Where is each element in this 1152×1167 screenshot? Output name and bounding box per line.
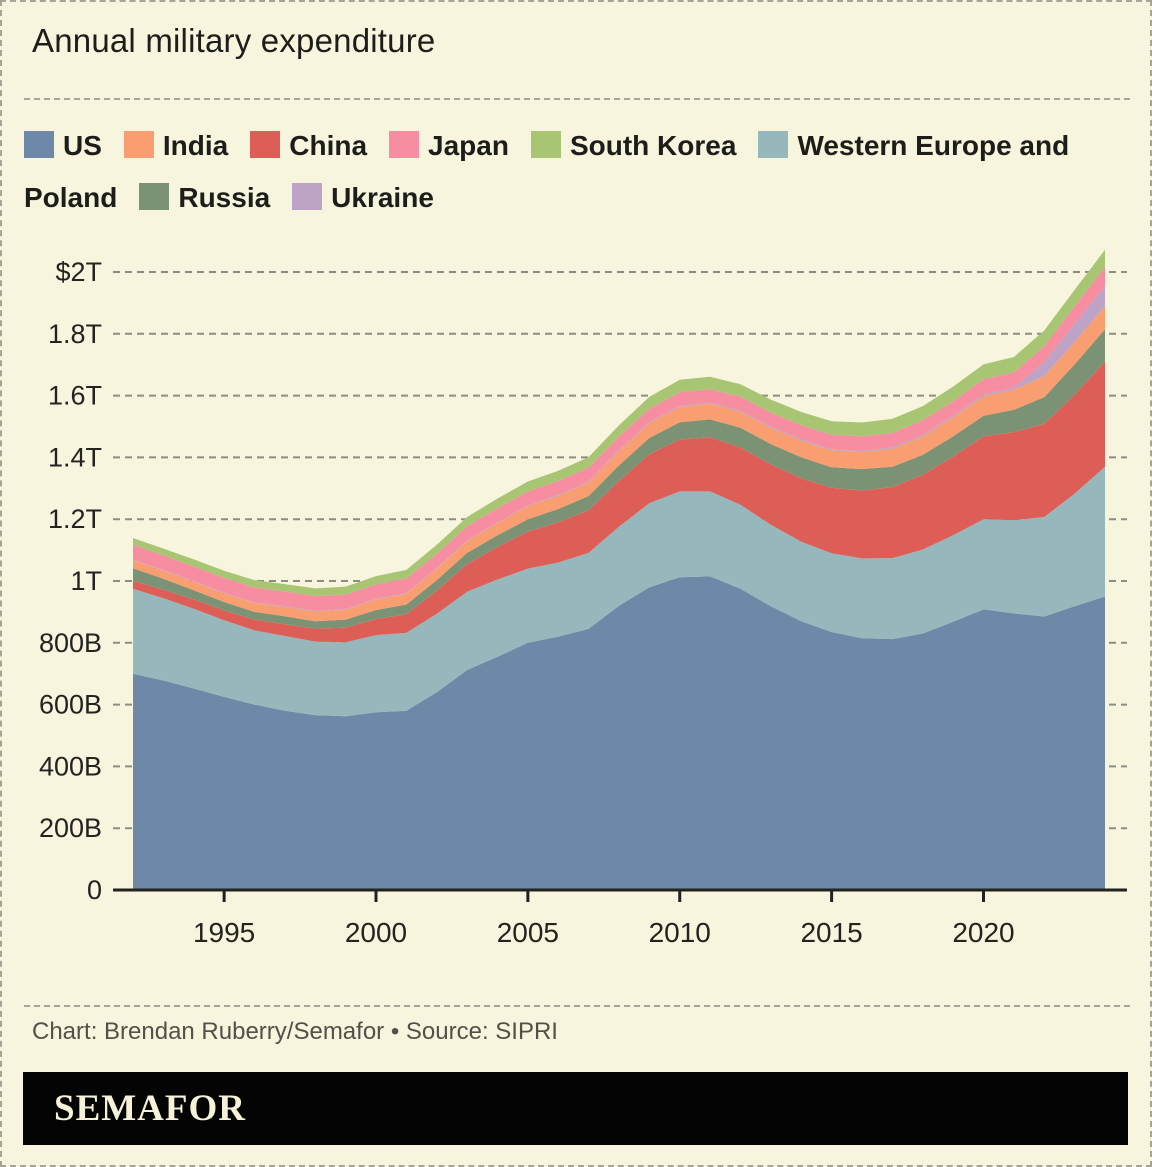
legend-item-south-korea: South Korea bbox=[530, 130, 737, 161]
x-axis-label-2005: 2005 bbox=[497, 917, 559, 948]
area-western-europe-and-poland bbox=[133, 466, 1105, 717]
chart-title: Annual military expenditure bbox=[32, 22, 436, 59]
semafor-logo-bar: SEMAFOR bbox=[23, 1072, 1128, 1145]
x-axis-label-1995: 1995 bbox=[193, 917, 255, 948]
x-axis-label-2015: 2015 bbox=[800, 917, 862, 948]
x-axis-label-2010: 2010 bbox=[649, 917, 711, 948]
legend-item-india: India bbox=[123, 130, 229, 161]
legend-swatch-japan bbox=[389, 131, 420, 158]
y-axis-label-600: 600B bbox=[39, 690, 102, 720]
legend-item-china: China bbox=[250, 130, 367, 161]
legend-label-us: US bbox=[63, 130, 102, 161]
y-axis-label-1400: 1.4T bbox=[48, 442, 102, 472]
y-axis-label-1600: 1.6T bbox=[48, 381, 102, 411]
y-axis-label-1200: 1.2T bbox=[48, 504, 102, 534]
top-divider bbox=[24, 98, 1130, 100]
bottom-divider bbox=[24, 1005, 1130, 1007]
legend-label-india: India bbox=[162, 130, 229, 161]
legend-label-western-europe-and-poland: Western Europe and Poland bbox=[24, 130, 1070, 213]
y-axis-label-200: 200B bbox=[39, 813, 102, 843]
legend-swatch-south-korea bbox=[530, 131, 561, 158]
legend-swatch-western-europe-and-poland bbox=[758, 131, 789, 158]
y-axis-label-800: 800B bbox=[39, 628, 102, 658]
legend-item-ukraine: Ukraine bbox=[292, 182, 434, 213]
area-india bbox=[133, 306, 1105, 622]
legend-swatch-russia bbox=[139, 183, 170, 210]
credit-line: Chart: Brendan Ruberry/Semafor • Source:… bbox=[32, 1018, 558, 1045]
legend-swatch-ukraine bbox=[292, 183, 323, 210]
legend-label-japan: Japan bbox=[428, 130, 509, 161]
area-us bbox=[133, 576, 1105, 890]
y-axis-label-2000: $2T bbox=[55, 257, 102, 287]
area-china bbox=[133, 361, 1105, 643]
y-axis-label-1000: 1T bbox=[70, 566, 102, 596]
legend-label-china: China bbox=[289, 130, 368, 161]
legend-label-south-korea: South Korea bbox=[569, 130, 737, 161]
x-axis-label-2000: 2000 bbox=[345, 917, 407, 948]
y-axis-label-0: 0 bbox=[87, 875, 102, 905]
area-russia bbox=[133, 329, 1105, 629]
x-axis-label-2020: 2020 bbox=[952, 917, 1014, 948]
stacked-area-chart: $2T 1.8T 1.6T 1.4T 1.2T 1T 800B 600B 400B 200B 0 19… bbox=[39, 249, 1127, 948]
legend-item-japan: Japan bbox=[389, 130, 509, 161]
y-axis-label-400: 400B bbox=[39, 751, 102, 781]
semafor-logo: SEMAFOR bbox=[54, 1088, 246, 1129]
legend-swatch-india bbox=[123, 131, 154, 158]
legend: US India China Japan South Korea Western Euro… bbox=[24, 120, 1130, 224]
legend-item-russia: Russia bbox=[139, 182, 270, 213]
legend-label-russia: Russia bbox=[178, 182, 271, 213]
area-japan bbox=[133, 267, 1105, 611]
legend-swatch-china bbox=[250, 131, 281, 158]
y-axis-label-1800: 1.8T bbox=[48, 319, 102, 349]
area-south-korea bbox=[133, 249, 1105, 597]
legend-item-western-europe-and-poland: Western Europe and Poland bbox=[24, 130, 1069, 213]
legend-item-us: US bbox=[24, 130, 102, 161]
legend-swatch-us bbox=[24, 131, 54, 158]
legend-label-ukraine: Ukraine bbox=[331, 182, 434, 213]
